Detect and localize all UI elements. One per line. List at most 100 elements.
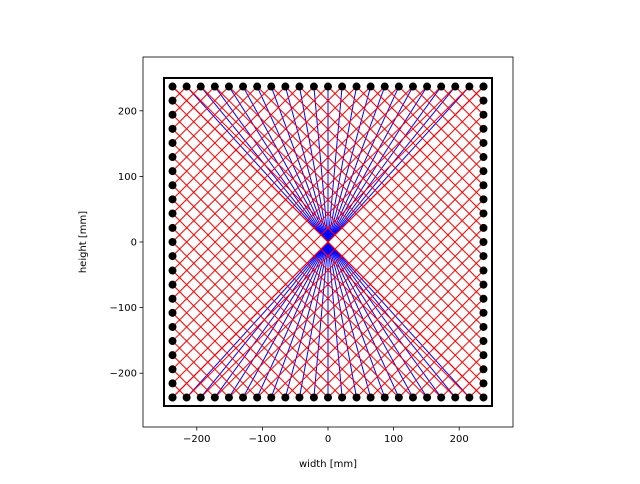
nail bbox=[437, 393, 446, 402]
y-tick-label: 100 bbox=[118, 172, 137, 183]
nail bbox=[479, 138, 488, 147]
nail bbox=[324, 82, 332, 91]
nail bbox=[479, 223, 488, 232]
nail bbox=[338, 393, 347, 402]
nail bbox=[168, 238, 177, 246]
nail bbox=[168, 110, 177, 119]
nail bbox=[281, 393, 290, 402]
y-tick-label: −200 bbox=[110, 369, 137, 380]
nail bbox=[196, 82, 205, 91]
nail bbox=[408, 393, 417, 402]
frame bbox=[162, 76, 494, 408]
nail bbox=[239, 82, 248, 91]
nail bbox=[182, 393, 191, 402]
x-tick-label: 100 bbox=[384, 434, 403, 445]
x-tick-label: −100 bbox=[249, 434, 276, 445]
nail bbox=[451, 393, 460, 402]
nail bbox=[352, 393, 361, 402]
nail bbox=[168, 294, 177, 303]
nail bbox=[168, 82, 177, 91]
nail bbox=[295, 82, 304, 91]
nail bbox=[479, 167, 488, 176]
y-tick-label: 200 bbox=[118, 106, 137, 117]
nail bbox=[168, 266, 177, 275]
nail bbox=[479, 294, 488, 303]
nail bbox=[479, 280, 488, 289]
nail bbox=[168, 124, 177, 133]
nail bbox=[479, 181, 488, 190]
nail bbox=[182, 82, 191, 91]
nail bbox=[168, 337, 177, 346]
y-tick-label: 0 bbox=[131, 238, 137, 249]
nail bbox=[479, 124, 488, 133]
nail bbox=[479, 209, 488, 218]
nail bbox=[352, 82, 361, 91]
nail bbox=[479, 252, 488, 261]
nail bbox=[479, 153, 488, 162]
y-tick-label: −100 bbox=[110, 303, 137, 314]
nail bbox=[423, 82, 432, 91]
x-axis-label: width [mm] bbox=[299, 459, 357, 470]
nail bbox=[479, 365, 488, 374]
nail bbox=[479, 266, 488, 275]
nail bbox=[168, 379, 177, 388]
nail bbox=[479, 110, 488, 119]
nail bbox=[210, 82, 219, 91]
nail bbox=[168, 209, 177, 218]
nail bbox=[168, 393, 177, 402]
nail bbox=[324, 393, 332, 402]
nail bbox=[465, 82, 474, 91]
x-tick-label: −200 bbox=[183, 434, 210, 445]
x-tick-label: 0 bbox=[325, 434, 331, 445]
nail bbox=[380, 82, 389, 91]
nail bbox=[224, 82, 233, 91]
nail bbox=[338, 82, 347, 91]
x-tick-label: 200 bbox=[450, 434, 469, 445]
nail bbox=[168, 223, 177, 232]
nail bbox=[239, 393, 248, 402]
nail bbox=[168, 96, 177, 105]
nail bbox=[196, 393, 205, 402]
nail bbox=[281, 82, 290, 91]
nail bbox=[267, 393, 276, 402]
nail bbox=[479, 96, 488, 105]
nail bbox=[168, 308, 177, 317]
nail bbox=[366, 393, 375, 402]
nail bbox=[210, 393, 219, 402]
nail bbox=[479, 82, 488, 91]
nail bbox=[168, 153, 177, 162]
nail bbox=[479, 238, 488, 246]
nail bbox=[168, 252, 177, 261]
nail bbox=[437, 82, 446, 91]
nail bbox=[366, 82, 375, 91]
nail bbox=[479, 195, 488, 204]
nail bbox=[451, 82, 460, 91]
nail bbox=[309, 393, 318, 402]
nail bbox=[408, 82, 417, 91]
nail bbox=[423, 393, 432, 402]
nail bbox=[479, 308, 488, 317]
nail bbox=[267, 82, 276, 91]
nail bbox=[394, 82, 403, 91]
string bbox=[172, 86, 484, 398]
nail bbox=[224, 393, 233, 402]
y-axis-label: height [mm] bbox=[78, 211, 89, 273]
nail bbox=[168, 195, 177, 204]
nail bbox=[168, 138, 177, 147]
nail bbox=[168, 351, 177, 360]
nail bbox=[253, 393, 262, 402]
nail bbox=[168, 322, 177, 331]
nail bbox=[168, 365, 177, 374]
nail bbox=[380, 393, 389, 402]
nail bbox=[479, 379, 488, 388]
nail bbox=[168, 181, 177, 190]
nail bbox=[479, 351, 488, 360]
nail bbox=[168, 280, 177, 289]
nail bbox=[479, 322, 488, 331]
nail bbox=[168, 167, 177, 176]
nail bbox=[253, 82, 262, 91]
nail bbox=[394, 393, 403, 402]
nail bbox=[479, 337, 488, 346]
nail bbox=[309, 82, 318, 91]
